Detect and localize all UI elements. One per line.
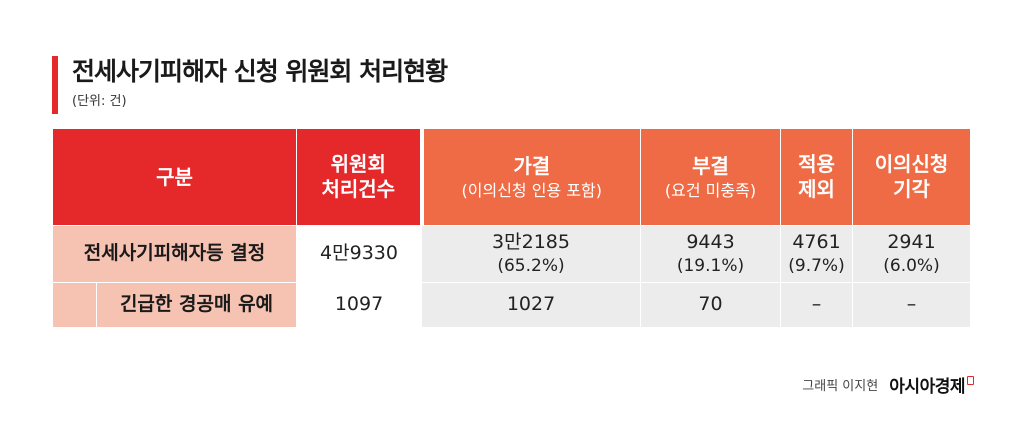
header-total-line1: 위원회 — [330, 152, 386, 176]
cell-excluded-pct: (9.7%) — [788, 256, 845, 277]
cell-rejected-pct: (19.1%) — [676, 256, 745, 277]
table-row: 전세사기피해자등 결정 4만9330 3만2185 (65.2%) 9443 (… — [52, 225, 971, 283]
header-rejected-sub: (요건 미충족) — [664, 180, 757, 200]
brand-logo: 아시아경제 — [889, 377, 965, 397]
credit-line: 그래픽 이지현 아시아경제 — [802, 372, 974, 397]
table-row: 긴급한 경공매 유예 1097 1027 70 – – — [52, 282, 971, 328]
status-table: 구분 위원회 처리건수 가결 (이의신청 인용 포함) 부결 (요건 미충족) … — [52, 128, 971, 328]
graphic-credit: 그래픽 이지현 — [802, 379, 879, 394]
cell-rejected: 70 — [640, 282, 781, 328]
header-approved-label: 가결 — [513, 153, 551, 178]
header-category: 구분 — [52, 128, 297, 226]
title-accent-bar — [52, 56, 58, 114]
cell-approved: 1027 — [421, 282, 641, 328]
cell-excluded-value: 4761 — [792, 230, 841, 253]
brand-mark-icon — [967, 376, 974, 385]
row-label-decision: 전세사기피해자등 결정 — [52, 225, 297, 283]
header-total: 위원회 처리건수 — [296, 128, 422, 226]
cell-appeal: 2941 (6.0%) — [852, 225, 971, 283]
row-label-deferral: 긴급한 경공매 유예 — [96, 282, 297, 328]
unit-label: (단위: 건) — [72, 94, 127, 109]
table-header-row: 구분 위원회 처리건수 가결 (이의신청 인용 포함) 부결 (요건 미충족) … — [52, 128, 971, 226]
header-excluded-line1: 적용 — [798, 152, 835, 176]
cell-appeal-value: 2941 — [887, 230, 936, 253]
header-approved-sub: (이의신청 인용 포함) — [461, 180, 602, 200]
cell-rejected: 9443 (19.1%) — [640, 225, 781, 283]
header-excluded-line2: 제외 — [798, 177, 835, 201]
cell-appeal-pct: (6.0%) — [883, 256, 940, 277]
header-approved: 가결 (이의신청 인용 포함) — [419, 128, 641, 226]
page-title: 전세사기피해자 신청 위원회 처리현황 — [72, 57, 448, 86]
header-rejected-label: 부결 — [692, 153, 729, 178]
cell-appeal: – — [852, 282, 971, 328]
header-appeal-line2: 기각 — [893, 177, 930, 201]
cell-approved-value: 3만2185 — [492, 230, 570, 253]
header-appeal-line1: 이의신청 — [874, 152, 949, 176]
cell-approved-pct: (65.2%) — [497, 256, 565, 277]
cell-total: 4만9330 — [296, 225, 422, 283]
header-excluded: 적용 제외 — [780, 128, 853, 226]
row-indent — [52, 282, 97, 328]
cell-total: 1097 — [296, 282, 422, 328]
header-appeal: 이의신청 기각 — [852, 128, 971, 226]
cell-approved: 3만2185 (65.2%) — [421, 225, 641, 283]
cell-rejected-value: 9443 — [686, 230, 735, 253]
cell-excluded: 4761 (9.7%) — [780, 225, 853, 283]
cell-excluded: – — [780, 282, 853, 328]
header-rejected: 부결 (요건 미충족) — [640, 128, 781, 226]
header-total-line2: 처리건수 — [321, 177, 396, 201]
